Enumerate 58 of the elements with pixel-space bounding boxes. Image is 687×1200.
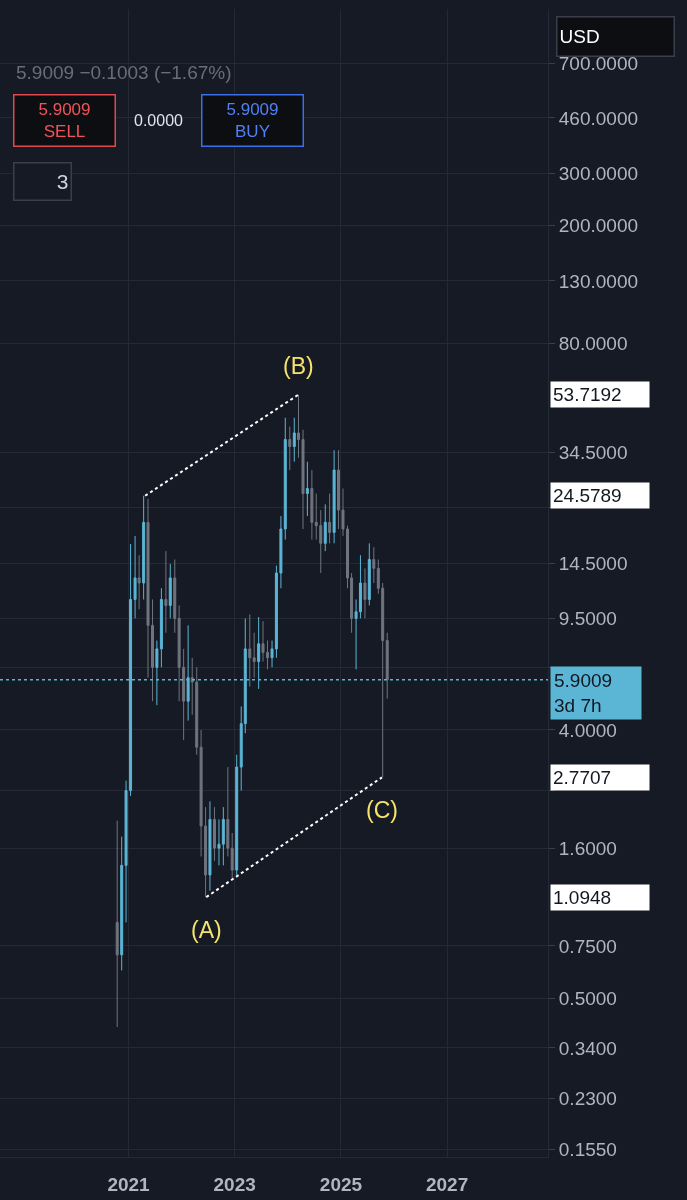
y-tick-label: 0.5000 — [558, 987, 617, 1009]
text: 1.0948 — [553, 887, 612, 908]
x-tick-label: 2021 — [107, 1173, 151, 1195]
candlestick — [367, 542, 371, 606]
y-tick-label: 700.0000 — [558, 53, 639, 75]
candlestick — [212, 806, 216, 862]
candlestick — [137, 554, 141, 610]
candlestick — [332, 449, 336, 544]
annotation: 0.0000 — [134, 112, 184, 129]
candlestick — [310, 469, 314, 541]
y-tick-label: 0.7500 — [558, 935, 617, 957]
y-tick-label: 460.0000 — [558, 107, 639, 129]
annotation: (A) — [191, 917, 222, 943]
candlestick — [385, 632, 389, 700]
text: 53.7192 — [553, 384, 622, 405]
text: 24.5789 — [553, 485, 622, 506]
y-tick-label: 0.2300 — [558, 1088, 617, 1110]
candlestick — [305, 461, 309, 517]
annotation: 5.9009 SELL — [38, 99, 91, 142]
x-tick-label: 2025 — [319, 1173, 363, 1195]
candlestick — [208, 800, 212, 892]
candlestick — [235, 754, 239, 876]
y-tick-label: 300.0000 — [558, 162, 639, 184]
annotation: 5.9009 −0.1003 (−1.67%) — [16, 62, 232, 83]
ref-line-label: 5.9009 3d 7h — [554, 670, 613, 716]
y-tick-label: 0.3400 — [558, 1037, 617, 1059]
candlestick — [252, 632, 256, 679]
annotation: 3 — [56, 170, 69, 193]
candlestick — [226, 766, 230, 857]
annotation: (C) — [366, 797, 398, 823]
y-tick-label: 80.0000 — [558, 333, 628, 355]
y-tick-label: 130.0000 — [558, 270, 639, 292]
candlestick — [323, 503, 327, 552]
candlestick — [248, 613, 252, 688]
annotation: (B) — [283, 353, 314, 379]
y-tick-label: 0.1550 — [558, 1138, 617, 1160]
y-tick-label: 200.0000 — [558, 214, 639, 236]
x-tick-label: 2027 — [425, 1173, 469, 1195]
y-tick-label: 1.6000 — [558, 837, 617, 859]
candlestick — [363, 567, 367, 619]
text: 2.7707 — [553, 767, 612, 788]
candlestick — [288, 426, 292, 471]
y-tick-label: 4.0000 — [558, 719, 617, 741]
candlestick — [164, 550, 168, 634]
candlestick — [328, 493, 332, 544]
y-tick-label: 9.5000 — [558, 608, 617, 630]
candlestick — [221, 806, 225, 866]
y-tick-label: 14.5000 — [558, 553, 628, 575]
annotation: 5.9009 BUY — [226, 99, 279, 142]
candlestick — [168, 563, 172, 619]
x-tick-label: 2023 — [213, 1173, 256, 1195]
candlestick — [372, 546, 376, 584]
candlestick — [292, 417, 296, 463]
text: USD — [559, 26, 600, 47]
candlestick — [142, 495, 146, 600]
y-tick-label: 34.5000 — [558, 441, 628, 463]
candlestick — [230, 832, 234, 880]
candlestick — [115, 820, 119, 1028]
